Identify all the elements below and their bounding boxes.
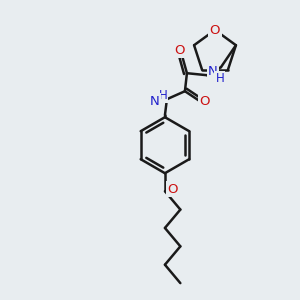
Text: H: H: [215, 72, 224, 85]
Text: N: N: [150, 95, 160, 108]
Text: H: H: [158, 89, 167, 102]
Text: O: O: [210, 23, 220, 37]
Text: O: O: [168, 183, 178, 196]
Text: O: O: [175, 44, 185, 57]
Text: O: O: [200, 95, 210, 108]
Text: N: N: [208, 65, 218, 78]
